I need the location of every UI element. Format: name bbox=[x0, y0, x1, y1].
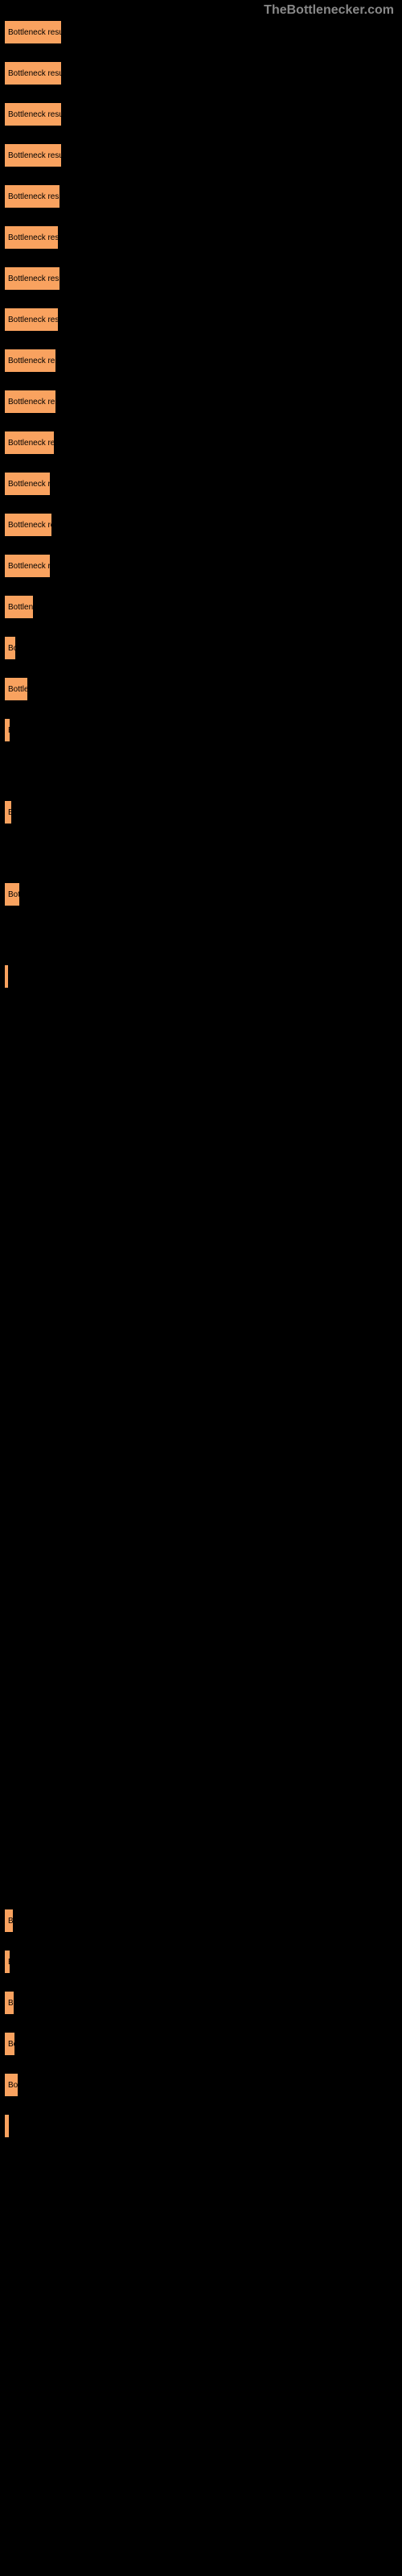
bar-row: B bbox=[4, 800, 402, 824]
bar-row: Bottle bbox=[4, 677, 402, 701]
bar-row: Bo bbox=[4, 636, 402, 660]
bar-row bbox=[4, 1170, 402, 1194]
bar-row: Bot bbox=[4, 2073, 402, 2097]
bar-row bbox=[4, 1827, 402, 1851]
chart-bar: B bbox=[4, 800, 12, 824]
watermark-text: TheBottlenecker.com bbox=[264, 3, 394, 18]
bar-row bbox=[4, 2114, 402, 2138]
chart-bar: Bottleneck resul bbox=[4, 184, 60, 208]
chart-bar bbox=[4, 2114, 10, 2138]
bar-row bbox=[4, 1005, 402, 1030]
chart-bar: Bottleneck re bbox=[4, 472, 51, 496]
bar-row bbox=[4, 1334, 402, 1358]
bar-row bbox=[4, 1416, 402, 1440]
chart-bar: Bo bbox=[4, 636, 16, 660]
chart-bar: Bottleneck resul bbox=[4, 102, 62, 126]
bar-row: Bottleneck resu bbox=[4, 225, 402, 250]
chart-bar: Bottleneck resul bbox=[4, 61, 62, 85]
chart-bar: B bbox=[4, 718, 10, 742]
chart-bar: Bottlene bbox=[4, 595, 34, 619]
chart-bar: Bottleneck res bbox=[4, 431, 55, 455]
chart-bar: Bottleneck resul bbox=[4, 20, 62, 44]
bar-row bbox=[4, 1785, 402, 1810]
bar-row bbox=[4, 923, 402, 947]
bar-row bbox=[4, 1621, 402, 1645]
bar-row: Bottleneck resul bbox=[4, 184, 402, 208]
chart-bar: Bottleneck resu bbox=[4, 308, 59, 332]
chart-bar: Bottleneck res bbox=[4, 349, 56, 373]
bar-row bbox=[4, 1868, 402, 1892]
bar-row: Bottleneck resul bbox=[4, 20, 402, 44]
bar-row bbox=[4, 1293, 402, 1317]
chart-bar: Bot bbox=[4, 882, 20, 906]
bar-row: Bottleneck res bbox=[4, 349, 402, 373]
bar-row bbox=[4, 1457, 402, 1481]
bar-row: B bbox=[4, 1909, 402, 1933]
bar-row: Bo bbox=[4, 2032, 402, 2056]
bar-row bbox=[4, 1375, 402, 1399]
chart-bar: B bbox=[4, 1909, 14, 1933]
bar-row bbox=[4, 1088, 402, 1112]
bar-row: Bottleneck resul bbox=[4, 143, 402, 167]
bar-row: Bottleneck resu bbox=[4, 308, 402, 332]
chart-bar: Bo bbox=[4, 1991, 14, 2015]
bar-row: Bottleneck resul bbox=[4, 61, 402, 85]
bar-row bbox=[4, 1744, 402, 1769]
bar-row bbox=[4, 1211, 402, 1235]
chart-bar: B bbox=[4, 1950, 10, 1974]
bar-row bbox=[4, 759, 402, 783]
bar-row: B bbox=[4, 718, 402, 742]
bar-row bbox=[4, 1498, 402, 1522]
bar-row: Bottleneck re bbox=[4, 554, 402, 578]
chart-bar: Bo bbox=[4, 2032, 15, 2056]
bar-row: Bot bbox=[4, 882, 402, 906]
bar-row bbox=[4, 964, 402, 989]
chart-bar: Bottle bbox=[4, 677, 28, 701]
bar-row bbox=[4, 1662, 402, 1686]
chart-bar: Bottleneck resul bbox=[4, 143, 62, 167]
bar-row bbox=[4, 841, 402, 865]
bar-row: B bbox=[4, 1950, 402, 1974]
bar-row bbox=[4, 1580, 402, 1604]
chart-bar: Bottleneck resul bbox=[4, 266, 60, 291]
bar-row: Bottleneck resul bbox=[4, 102, 402, 126]
chart-bar: Bot bbox=[4, 2073, 18, 2097]
chart-bar: Bottleneck re bbox=[4, 554, 51, 578]
bar-row: Bottleneck res bbox=[4, 390, 402, 414]
chart-bar: Bottleneck res bbox=[4, 390, 56, 414]
bar-row bbox=[4, 1129, 402, 1153]
bar-row bbox=[4, 1703, 402, 1728]
bar-row: Bottleneck re bbox=[4, 513, 402, 537]
bar-row: Bottleneck res bbox=[4, 431, 402, 455]
bar-row: Bottlene bbox=[4, 595, 402, 619]
chart-bar bbox=[4, 964, 9, 989]
bar-chart: Bottleneck resul Bottleneck resul Bottlene… bbox=[0, 0, 402, 2138]
bar-row bbox=[4, 1252, 402, 1276]
bar-row: Bo bbox=[4, 1991, 402, 2015]
bar-row: Bottleneck resul bbox=[4, 266, 402, 291]
bar-row bbox=[4, 1046, 402, 1071]
bar-row bbox=[4, 1539, 402, 1563]
chart-bar: Bottleneck resu bbox=[4, 225, 59, 250]
chart-bar: Bottleneck re bbox=[4, 513, 52, 537]
bar-row: Bottleneck re bbox=[4, 472, 402, 496]
